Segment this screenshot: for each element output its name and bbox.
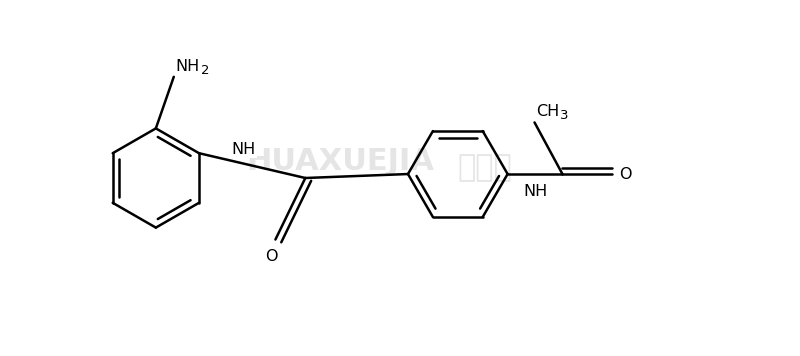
Text: NH: NH [523,184,547,199]
Text: 3: 3 [560,109,569,122]
Text: NH: NH [231,142,256,157]
Text: HUAXUEJIA: HUAXUEJIA [246,147,434,176]
Text: 化学加: 化学加 [458,153,512,183]
Text: O: O [619,167,632,182]
Text: NH: NH [176,59,200,74]
Text: O: O [265,250,278,265]
Text: CH: CH [537,104,560,120]
Text: 2: 2 [201,64,210,77]
